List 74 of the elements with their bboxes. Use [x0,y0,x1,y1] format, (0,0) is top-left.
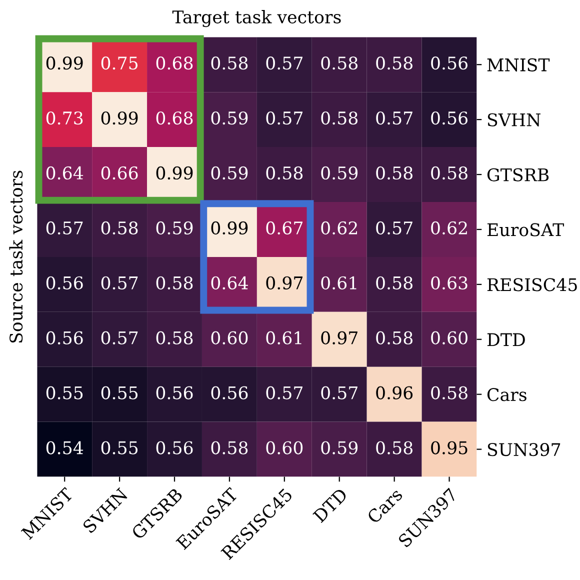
data-label: 0.58 [211,56,248,70]
data-label: 0.75 [101,56,138,70]
data-label: 0.59 [211,166,248,180]
data-label: 0.57 [266,111,302,125]
data-label: 0.57 [266,56,302,70]
y-tick-label: Cars [487,388,526,402]
data-label: 0.66 [101,166,138,180]
data-label: 0.58 [376,441,412,454]
data-label: 0.58 [156,331,193,344]
data-label: 0.95 [431,441,468,454]
data-label: 0.63 [431,276,468,290]
y-tick-label: SUN397 [488,442,560,456]
data-label: 0.56 [431,56,468,70]
data-label: 0.58 [376,276,412,290]
data-label: 0.55 [101,386,138,400]
data-label: 0.68 [156,56,193,70]
data-label: 0.64 [46,166,84,180]
data-label: 0.99 [211,221,248,234]
data-label: 0.58 [266,166,303,180]
data-label: 0.99 [46,56,83,70]
data-label: 0.59 [156,221,193,234]
data-label: 0.60 [211,331,248,344]
data-label: 0.57 [101,331,138,344]
data-label: 0.64 [211,276,248,290]
data-label: 0.57 [321,386,358,400]
data-label: 0.58 [321,111,358,125]
data-label: 0.58 [376,166,412,180]
y-tick-label: EuroSAT [487,223,564,236]
data-label: 0.57 [376,111,412,125]
data-label: 0.57 [101,276,138,290]
data-label: 0.99 [101,111,138,125]
y-tick-label: RESISC45 [487,278,577,292]
data-label: 0.56 [46,331,83,344]
data-label: 0.54 [46,441,84,454]
data-label: 0.97 [321,331,358,344]
data-label: 0.56 [46,276,83,290]
data-label: 0.97 [266,276,302,290]
data-label: 0.59 [321,166,358,180]
data-label: 0.60 [431,331,468,344]
data-label: 0.58 [431,386,468,400]
data-label: 0.58 [431,166,468,180]
data-label: 0.73 [46,111,83,125]
data-label: 0.60 [266,441,303,454]
x-axis-title: Target task vectors [172,10,341,28]
data-label: 0.57 [376,221,412,234]
data-label: 0.58 [211,441,248,454]
data-label: 0.61 [266,331,302,344]
data-label: 0.59 [321,441,358,454]
data-label: 0.56 [156,386,193,400]
y-tick-label: SVHN [488,113,540,126]
data-label: 0.58 [101,221,138,234]
data-label: 0.61 [321,276,356,290]
data-label: 0.99 [156,166,193,180]
data-label: 0.62 [431,221,467,234]
y-axis-title: Source task vectors [9,170,23,343]
data-label: 0.58 [376,331,412,344]
data-label: 0.58 [156,276,193,290]
data-label: 0.96 [376,386,413,400]
data-label: 0.68 [156,111,193,125]
data-label: 0.58 [321,56,358,70]
data-label: 0.57 [266,386,302,400]
data-label: 0.62 [321,221,357,234]
data-label: 0.55 [101,441,138,454]
data-label: 0.55 [46,386,83,400]
data-label: 0.58 [376,56,412,70]
data-label: 0.57 [46,221,83,234]
data-label: 0.59 [211,111,248,125]
data-label: 0.56 [211,386,248,400]
data-label: 0.56 [431,111,468,125]
data-label: 0.67 [266,221,302,234]
y-tick-label: DTD [487,333,525,346]
y-tick-label: GTSRB [487,168,549,182]
data-label: 0.56 [156,441,193,454]
y-tick-label: MNIST [487,58,550,72]
